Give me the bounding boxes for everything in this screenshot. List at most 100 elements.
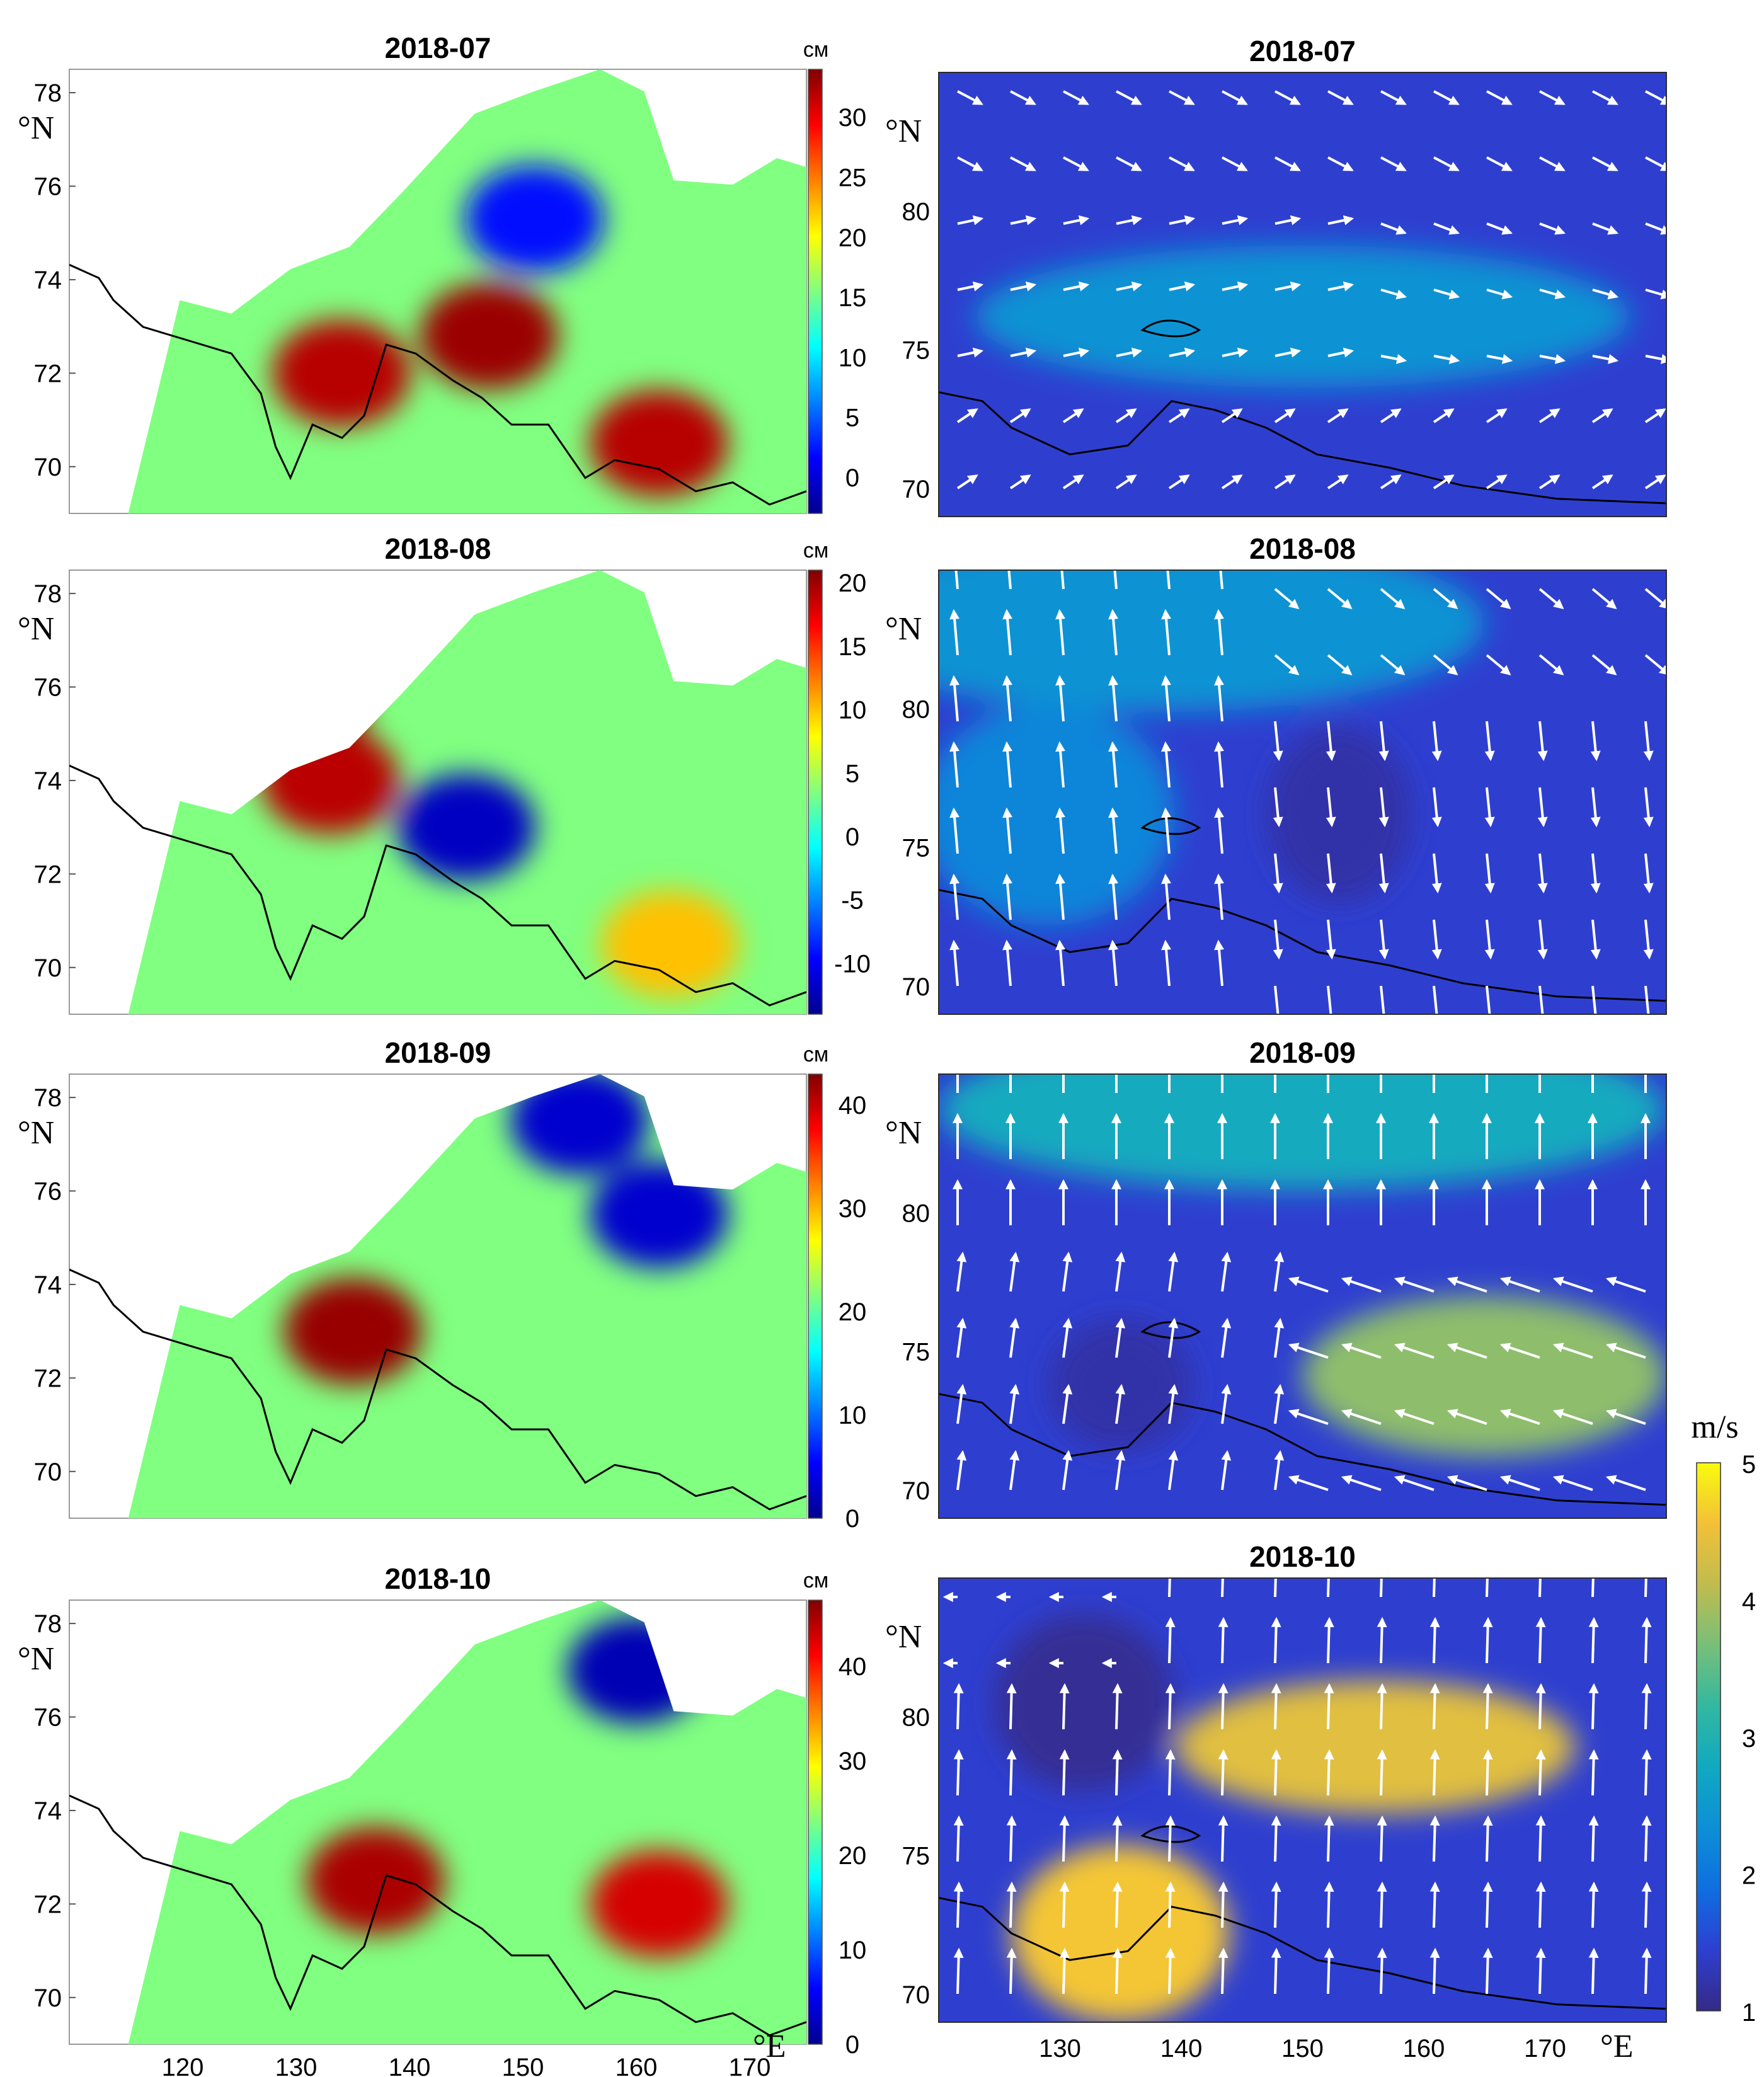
wind-arrow	[1059, 1881, 1070, 1928]
coastline	[69, 1794, 806, 2037]
colorbar-units: см	[803, 1569, 828, 1593]
wind-arrow	[1327, 654, 1353, 676]
wind-arrow	[1112, 1815, 1123, 1862]
y-tick-label: 70	[34, 1458, 62, 1486]
wind-arrow	[1169, 215, 1196, 226]
n-label: °N	[18, 1115, 54, 1151]
wind-vectors	[953, 1074, 1651, 1491]
wind-arrow	[949, 675, 960, 722]
wind-arrow	[957, 90, 983, 105]
wind-arrow	[1552, 1342, 1593, 1359]
island	[1140, 319, 1201, 338]
wind-arrow	[1165, 1749, 1176, 1796]
x-tick-label: 170	[729, 2054, 771, 2077]
wind-band-2	[1302, 1296, 1666, 1456]
wind-arrow	[1218, 1616, 1228, 1664]
wind-arrow	[1380, 474, 1402, 489]
colorbar-tick-label: 0	[845, 1505, 859, 1533]
wind-arrow	[1484, 919, 1495, 960]
wind-arrow	[1214, 873, 1225, 920]
colorbar-tick-label: 0	[845, 2031, 859, 2059]
wind-arrow	[1431, 721, 1442, 762]
wind-arrow	[1552, 1409, 1593, 1425]
wind-arrow	[1218, 1749, 1228, 1796]
wind-arrow	[1115, 1383, 1126, 1424]
wind-arrow	[1431, 919, 1442, 960]
panel-title: 2018-08	[1249, 532, 1356, 565]
plot-box	[938, 72, 1667, 517]
wind-arrow	[1327, 281, 1354, 292]
wind-arrow	[1380, 90, 1407, 105]
wind-arrow	[1643, 787, 1654, 828]
wind-arrow	[1002, 675, 1013, 722]
wind-arrow	[1169, 156, 1195, 171]
wind-arrow	[1482, 1683, 1493, 1730]
wind-arrow	[1605, 1475, 1646, 1491]
wind-arrow	[1055, 939, 1066, 987]
x-tick-label: 130	[275, 2054, 318, 2077]
hotspot-2	[420, 282, 558, 389]
wind-arrow	[1108, 807, 1119, 854]
wind-arrow	[1592, 156, 1618, 171]
wind-arrow	[1588, 1815, 1599, 1862]
wind-arrow	[1009, 1450, 1020, 1491]
y-tick-label: 76	[34, 1704, 62, 1732]
wind-arrow	[1535, 1749, 1546, 1796]
wind-arrow	[1377, 1881, 1387, 1928]
wind-arrow	[1327, 985, 1332, 1014]
y-tick-label: 70	[902, 1477, 931, 1505]
wind-arrow	[1641, 1881, 1652, 1928]
wind-arrow	[1377, 1683, 1387, 1730]
colorbar-tick-label: 10	[839, 344, 867, 372]
wind-arrow	[949, 741, 960, 788]
plot-box	[938, 1577, 1667, 2023]
wind-arrow	[1431, 853, 1442, 894]
island	[1140, 1321, 1201, 1339]
wind-arrow	[1222, 347, 1249, 358]
y-tick-label: 78	[34, 580, 62, 608]
wind-arrow	[1324, 1881, 1334, 1928]
wind-arrow	[1590, 721, 1601, 762]
wind-arrow	[1394, 1342, 1435, 1359]
y-tick-label: 80	[902, 198, 931, 226]
wind-arrow	[1394, 1409, 1435, 1425]
wind-arrow	[1645, 222, 1666, 235]
wind-arrow	[1055, 609, 1066, 656]
wind-arrow	[1271, 1881, 1281, 1928]
hotspot-3	[590, 389, 728, 497]
hotspot-3	[510, 1074, 649, 1175]
wind-arrow	[1221, 1317, 1232, 1358]
wind-arrow	[1643, 853, 1654, 894]
wind-arrow	[1327, 90, 1354, 105]
wind-arrow	[1486, 1578, 1489, 1598]
wind-arrow	[1486, 474, 1508, 489]
y-tick-label: 80	[902, 1703, 931, 1731]
x-tick-label: 150	[1281, 2035, 1324, 2063]
wind-arrow	[1378, 919, 1389, 960]
wind-arrow	[1168, 1450, 1179, 1491]
coastline	[69, 263, 806, 506]
wind-arrow	[1327, 347, 1354, 358]
wind-arrow	[1165, 1947, 1176, 1994]
n-label: °N	[18, 110, 54, 146]
wind-arrow	[1539, 90, 1566, 105]
colorbar-tick-label: 20	[839, 224, 867, 252]
wind-arrow	[1324, 1616, 1334, 1664]
wind-arrow	[1169, 281, 1196, 292]
y-tick-label: 74	[34, 1271, 62, 1299]
wind-arrow	[1643, 721, 1654, 762]
wind-arrow	[1288, 1409, 1329, 1425]
wind-arrow	[1115, 1317, 1126, 1358]
wind-arrow	[1221, 474, 1243, 489]
wind-band-2	[1011, 1845, 1230, 2022]
wind-arrow	[1009, 474, 1031, 489]
wind-arrow	[1219, 570, 1223, 590]
colorbar-tick-label: 5	[845, 404, 859, 432]
wind-arrow	[1112, 1749, 1123, 1796]
wind-arrow	[1341, 1276, 1382, 1293]
wind-arrow	[1591, 985, 1597, 1014]
wind-arrow	[1377, 1749, 1387, 1796]
wind-arrow	[1380, 654, 1406, 676]
colorbar-tick-label: 10	[839, 1937, 867, 1964]
y-tick-label: 72	[34, 360, 62, 387]
